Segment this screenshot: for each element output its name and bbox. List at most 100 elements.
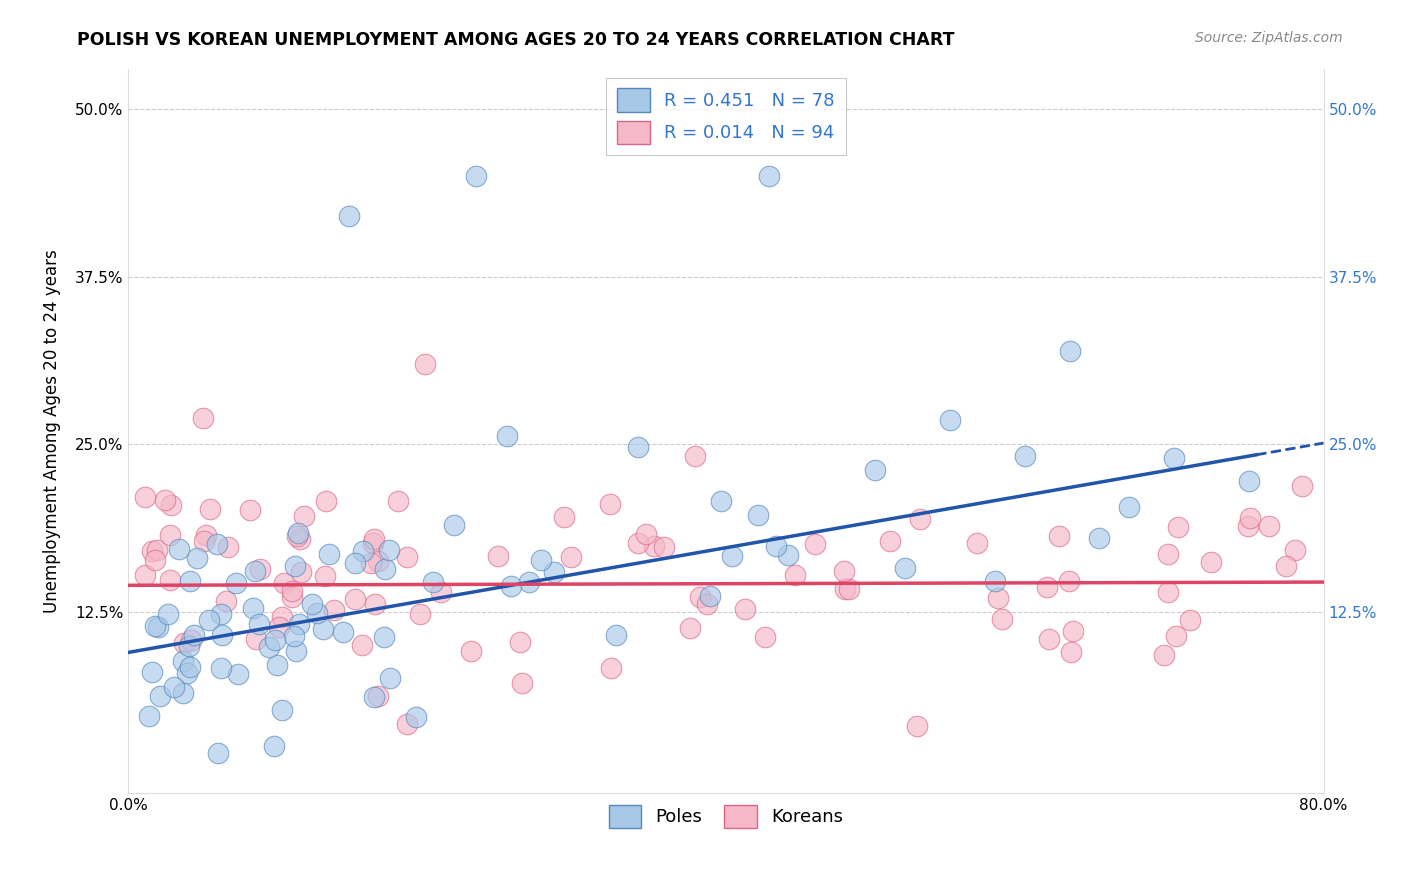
Point bbox=[134, 568, 156, 582]
Point bbox=[207, 536, 229, 550]
Point bbox=[198, 502, 221, 516]
Point bbox=[343, 556, 366, 570]
Point bbox=[323, 603, 346, 617]
Point bbox=[179, 659, 201, 673]
Point bbox=[243, 564, 266, 578]
Point bbox=[363, 533, 385, 547]
Point bbox=[281, 583, 304, 598]
Point bbox=[172, 654, 194, 668]
Point bbox=[315, 494, 337, 508]
Point bbox=[634, 527, 657, 541]
Point bbox=[699, 590, 721, 604]
Point bbox=[242, 601, 264, 615]
Point bbox=[395, 717, 418, 731]
Point bbox=[1291, 478, 1313, 492]
Point bbox=[765, 539, 787, 553]
Point bbox=[966, 536, 988, 550]
Point bbox=[283, 629, 305, 643]
Point bbox=[517, 575, 540, 590]
Point bbox=[387, 494, 409, 508]
Point bbox=[263, 739, 285, 754]
Point bbox=[747, 508, 769, 522]
Point bbox=[1284, 543, 1306, 558]
Point bbox=[288, 533, 311, 547]
Point bbox=[301, 597, 323, 611]
Point bbox=[837, 582, 859, 596]
Point bbox=[1239, 511, 1261, 525]
Point bbox=[652, 540, 675, 554]
Point bbox=[1057, 574, 1080, 588]
Point bbox=[193, 410, 215, 425]
Point bbox=[183, 628, 205, 642]
Point bbox=[167, 541, 190, 556]
Point bbox=[495, 428, 517, 442]
Point bbox=[312, 622, 335, 636]
Point bbox=[270, 610, 292, 624]
Point bbox=[530, 553, 553, 567]
Point bbox=[173, 636, 195, 650]
Point bbox=[543, 566, 565, 580]
Point bbox=[422, 575, 444, 590]
Point bbox=[1180, 613, 1202, 627]
Point bbox=[834, 564, 856, 578]
Point bbox=[987, 591, 1010, 605]
Point bbox=[180, 632, 202, 647]
Point bbox=[179, 639, 201, 653]
Point bbox=[378, 671, 401, 685]
Point bbox=[257, 640, 280, 654]
Point bbox=[207, 746, 229, 760]
Point bbox=[228, 666, 250, 681]
Point bbox=[1157, 585, 1180, 599]
Point bbox=[163, 680, 186, 694]
Point bbox=[143, 552, 166, 566]
Point bbox=[1060, 645, 1083, 659]
Legend: Poles, Koreans: Poles, Koreans bbox=[602, 797, 851, 835]
Point bbox=[430, 585, 453, 599]
Point bbox=[159, 527, 181, 541]
Point bbox=[209, 661, 232, 675]
Point bbox=[395, 550, 418, 565]
Point bbox=[1118, 500, 1140, 514]
Point bbox=[834, 582, 856, 596]
Point bbox=[1164, 629, 1187, 643]
Point bbox=[1237, 475, 1260, 489]
Point bbox=[159, 499, 181, 513]
Point bbox=[155, 492, 177, 507]
Point bbox=[696, 597, 718, 611]
Point bbox=[443, 517, 465, 532]
Point bbox=[627, 440, 650, 454]
Point bbox=[1201, 556, 1223, 570]
Point bbox=[285, 529, 308, 543]
Point bbox=[599, 497, 621, 511]
Point bbox=[271, 703, 294, 717]
Point bbox=[643, 540, 665, 554]
Point bbox=[138, 708, 160, 723]
Point bbox=[186, 551, 208, 566]
Point bbox=[486, 549, 509, 563]
Point bbox=[627, 536, 650, 550]
Text: POLISH VS KOREAN UNEMPLOYMENT AMONG AGES 20 TO 24 YEARS CORRELATION CHART: POLISH VS KOREAN UNEMPLOYMENT AMONG AGES… bbox=[77, 31, 955, 49]
Point bbox=[804, 537, 827, 551]
Point bbox=[1047, 529, 1070, 543]
Point bbox=[215, 593, 238, 607]
Point bbox=[292, 508, 315, 523]
Point bbox=[1059, 343, 1081, 358]
Point bbox=[683, 449, 706, 463]
Point bbox=[273, 575, 295, 590]
Point bbox=[720, 549, 742, 563]
Point bbox=[905, 719, 928, 733]
Point bbox=[247, 616, 270, 631]
Point bbox=[1153, 648, 1175, 663]
Point bbox=[290, 565, 312, 579]
Point bbox=[318, 547, 340, 561]
Point bbox=[211, 628, 233, 642]
Point bbox=[225, 576, 247, 591]
Point bbox=[337, 209, 360, 223]
Point bbox=[734, 601, 756, 615]
Text: Source: ZipAtlas.com: Source: ZipAtlas.com bbox=[1195, 31, 1343, 45]
Point bbox=[984, 574, 1007, 589]
Point bbox=[195, 528, 218, 542]
Point bbox=[307, 606, 329, 620]
Point bbox=[560, 550, 582, 565]
Point bbox=[217, 540, 239, 554]
